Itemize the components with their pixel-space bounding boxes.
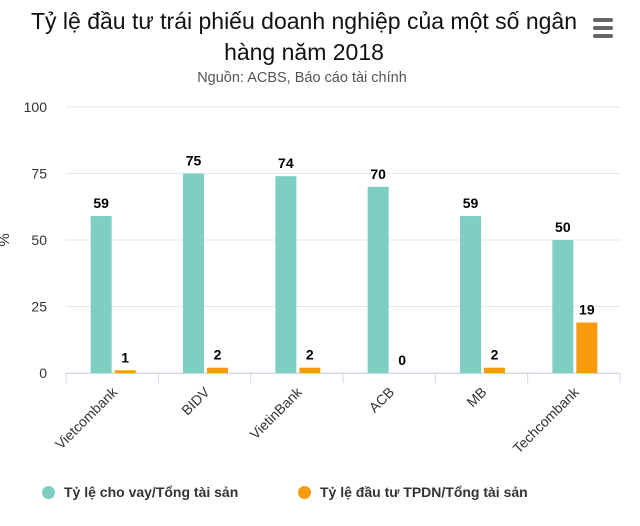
data-label-series-1: 50 [555,219,571,235]
chart-title: Tỷ lệ đầu tư trái phiếu doanh nghiệp của… [30,8,578,65]
y-tick-label: 100 [24,99,48,115]
x-tick-label: MB [463,384,489,410]
data-label-series-1: 59 [93,195,109,211]
legend-item-series-2[interactable]: Tỷ lệ đầu tư TPDN/Tổng tài sản [298,484,528,500]
x-tick-label: Techcombank [510,383,583,456]
data-label-series-2: 0 [398,352,406,368]
bar-series-1 [367,186,389,373]
data-label-series-1: 59 [463,195,479,211]
data-label-series-1: 74 [278,155,294,171]
bar-series-1 [90,216,112,373]
y-tick-label: 25 [31,299,47,315]
data-label-series-2: 2 [491,347,499,363]
x-tick-label: VietinBank [246,383,305,442]
legend-marker-series-2 [298,485,311,499]
bar-series-2 [576,322,598,373]
data-label-series-1: 75 [186,153,202,169]
bar-series-2 [207,367,228,373]
bar-series-1 [275,176,297,373]
x-tick-label: BIDV [178,383,213,418]
x-tick-label: Vietcombank [52,383,121,452]
bar-series-1 [460,216,481,373]
data-label-series-1: 70 [370,166,386,182]
y-axis-title: % [0,233,13,246]
data-label-series-2: 19 [579,301,595,317]
x-tick-label: ACB [366,384,398,416]
data-label-series-2: 2 [306,347,314,363]
y-tick-label: 50 [31,232,47,248]
bar-series-1 [552,240,574,373]
bar-series-2 [299,367,321,373]
legend-label-series-1: Tỷ lệ cho vay/Tổng tài sản [64,484,239,500]
bar-series-2 [114,370,136,373]
data-label-series-2: 1 [121,349,129,365]
legend-label-series-2: Tỷ lệ đầu tư TPDN/Tổng tài sản [320,484,528,500]
y-tick-label: 0 [39,365,47,381]
legend-item-series-1[interactable]: Tỷ lệ cho vay/Tổng tài sản [42,484,238,500]
chart-subtitle: Nguồn: ACBS, Báo cáo tài chính [197,70,407,86]
data-label-series-2: 2 [214,347,222,363]
bar-series-2 [484,367,505,373]
hamburger-menu-icon[interactable] [590,16,616,40]
bar-series-1 [183,173,204,373]
legend-marker-series-1 [42,485,55,499]
y-tick-label: 75 [31,166,47,182]
